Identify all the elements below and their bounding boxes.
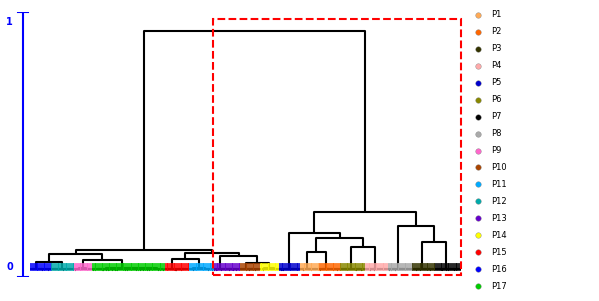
- Text: 1: 1: [7, 17, 13, 27]
- Text: P10: P10: [491, 163, 507, 172]
- Text: P12: P12: [491, 197, 507, 206]
- Text: P11: P11: [491, 180, 507, 189]
- Text: P3: P3: [491, 44, 501, 53]
- Text: P4: P4: [491, 61, 501, 70]
- Text: P15: P15: [491, 248, 507, 257]
- Text: P13: P13: [491, 214, 507, 223]
- Text: P2: P2: [491, 27, 501, 36]
- Text: P17: P17: [491, 282, 507, 291]
- Text: P16: P16: [491, 265, 507, 274]
- Text: P9: P9: [491, 146, 501, 155]
- Text: 0: 0: [7, 262, 13, 272]
- Text: P5: P5: [491, 78, 501, 87]
- Text: P14: P14: [491, 231, 507, 240]
- Text: P1: P1: [491, 10, 501, 19]
- Text: P8: P8: [491, 129, 501, 138]
- Text: P7: P7: [491, 112, 501, 121]
- Text: P6: P6: [491, 95, 501, 104]
- Bar: [213, 19, 461, 275]
